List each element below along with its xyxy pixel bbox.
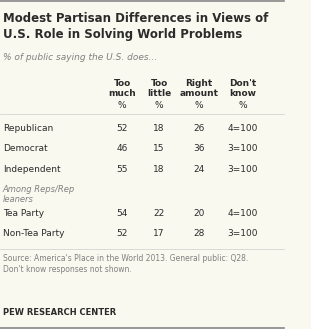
- Text: 26: 26: [193, 124, 205, 133]
- Text: 55: 55: [117, 164, 128, 173]
- Text: %: %: [239, 101, 247, 110]
- Text: 20: 20: [193, 209, 205, 218]
- Text: Independent: Independent: [3, 164, 60, 173]
- Text: Modest Partisan Differences in Views of
U.S. Role in Solving World Problems: Modest Partisan Differences in Views of …: [3, 12, 268, 40]
- Text: 54: 54: [117, 209, 128, 218]
- Text: Too
much: Too much: [108, 79, 136, 98]
- Text: 52: 52: [117, 229, 128, 238]
- Text: 18: 18: [153, 164, 165, 173]
- Text: 28: 28: [193, 229, 205, 238]
- Text: % of public saying the U.S. does...: % of public saying the U.S. does...: [3, 53, 157, 62]
- Text: Tea Party: Tea Party: [3, 209, 44, 218]
- Text: 15: 15: [153, 144, 165, 153]
- Text: 52: 52: [117, 124, 128, 133]
- Text: Don't
know: Don't know: [230, 79, 257, 98]
- Text: 4=100: 4=100: [228, 124, 258, 133]
- Text: 22: 22: [154, 209, 165, 218]
- Text: 18: 18: [153, 124, 165, 133]
- Text: 4=100: 4=100: [228, 209, 258, 218]
- Text: %: %: [118, 101, 127, 110]
- Text: 36: 36: [193, 144, 205, 153]
- Text: %: %: [195, 101, 203, 110]
- Text: Right
amount: Right amount: [179, 79, 218, 98]
- Text: Democrat: Democrat: [3, 144, 48, 153]
- Text: %: %: [155, 101, 164, 110]
- Text: Too
little: Too little: [147, 79, 171, 98]
- Text: 46: 46: [117, 144, 128, 153]
- Text: PEW RESEARCH CENTER: PEW RESEARCH CENTER: [3, 308, 116, 316]
- Text: 24: 24: [193, 164, 205, 173]
- Text: Non-Tea Party: Non-Tea Party: [3, 229, 64, 238]
- Text: 3=100: 3=100: [228, 144, 258, 153]
- Text: Source: America's Place in the World 2013. General public: Q28.
Don't know respo: Source: America's Place in the World 201…: [3, 254, 248, 274]
- Text: Republican: Republican: [3, 124, 53, 133]
- Text: 3=100: 3=100: [228, 164, 258, 173]
- Text: 17: 17: [153, 229, 165, 238]
- Text: Among Reps/Rep
leaners: Among Reps/Rep leaners: [3, 185, 75, 204]
- Text: 3=100: 3=100: [228, 229, 258, 238]
